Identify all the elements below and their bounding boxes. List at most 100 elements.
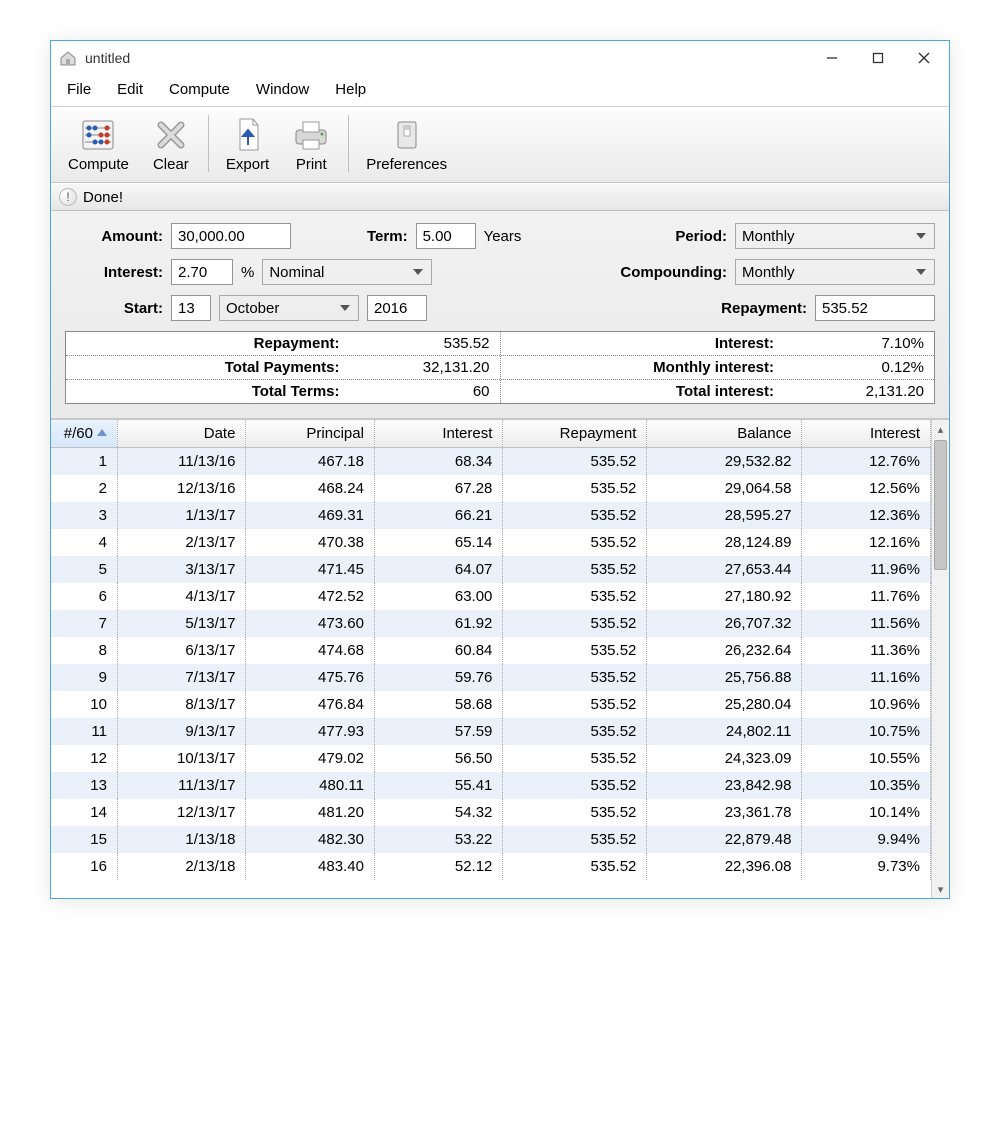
table-row[interactable]: 1210/13/17479.0256.50535.5224,323.0910.5…: [51, 745, 931, 772]
table-cell: 61.92: [374, 610, 502, 637]
summary-value: 60: [360, 383, 490, 400]
table-row[interactable]: 1311/13/17480.1155.41535.5223,842.9810.3…: [51, 772, 931, 799]
table-cell: 535.52: [503, 691, 647, 718]
table-cell: 52.12: [374, 853, 502, 880]
table-row[interactable]: 53/13/17471.4564.07535.5227,653.4411.96%: [51, 556, 931, 583]
table-cell: 473.60: [246, 610, 374, 637]
maximize-button[interactable]: [855, 43, 901, 73]
table-cell: 10.75%: [802, 718, 931, 745]
export-button[interactable]: Export: [215, 111, 280, 176]
toolbar-label: Print: [296, 156, 327, 173]
compounding-select[interactable]: Monthly: [735, 259, 935, 285]
scrollbar[interactable]: ▴ ▾: [931, 420, 949, 898]
column-header[interactable]: Principal: [246, 420, 374, 448]
menu-file[interactable]: File: [57, 79, 101, 100]
start-year-input[interactable]: [367, 295, 427, 321]
table-cell: 29,064.58: [647, 475, 802, 502]
summary-value: 7.10%: [794, 335, 924, 352]
scroll-thumb[interactable]: [934, 440, 947, 570]
table-cell: 9.73%: [802, 853, 931, 880]
table-cell: 10.96%: [802, 691, 931, 718]
table-row[interactable]: 86/13/17474.6860.84535.5226,232.6411.36%: [51, 637, 931, 664]
column-header[interactable]: Balance: [647, 420, 802, 448]
menu-window[interactable]: Window: [246, 79, 319, 100]
toolbar-label: Export: [226, 156, 269, 173]
table-row[interactable]: 162/13/18483.4052.12535.5222,396.089.73%: [51, 853, 931, 880]
table-cell: 11: [51, 718, 117, 745]
summary-key: Repayment:: [76, 335, 360, 352]
table-row[interactable]: 31/13/17469.3166.21535.5228,595.2712.36%: [51, 502, 931, 529]
table-cell: 59.76: [374, 664, 502, 691]
table-row[interactable]: 151/13/18482.3053.22535.5222,879.489.94%: [51, 826, 931, 853]
preferences-button[interactable]: Preferences: [355, 111, 458, 176]
table-cell: 25,756.88: [647, 664, 802, 691]
table-cell: 67.28: [374, 475, 502, 502]
window-title: untitled: [85, 50, 809, 66]
table-row[interactable]: 212/13/16468.2467.28535.5229,064.5812.56…: [51, 475, 931, 502]
interest-label: Interest:: [65, 264, 163, 281]
table-cell: 10/13/17: [117, 745, 245, 772]
table-cell: 469.31: [246, 502, 374, 529]
app-icon: [59, 49, 77, 67]
scroll-down-icon[interactable]: ▾: [932, 880, 949, 898]
interest-input[interactable]: [171, 259, 233, 285]
menu-edit[interactable]: Edit: [107, 79, 153, 100]
table-cell: 53.22: [374, 826, 502, 853]
table-row[interactable]: 108/13/17476.8458.68535.5225,280.0410.96…: [51, 691, 931, 718]
table-cell: 2/13/18: [117, 853, 245, 880]
table-cell: 11.36%: [802, 637, 931, 664]
table-cell: 10: [51, 691, 117, 718]
menubar: File Edit Compute Window Help: [51, 75, 949, 106]
column-header[interactable]: Interest: [802, 420, 931, 448]
switch-icon: [387, 116, 427, 154]
table-cell: 2: [51, 475, 117, 502]
table-row[interactable]: 64/13/17472.5263.00535.5227,180.9211.76%: [51, 583, 931, 610]
table-cell: 6/13/17: [117, 637, 245, 664]
interest-type-select[interactable]: Nominal: [262, 259, 432, 285]
table-row[interactable]: 119/13/17477.9357.59535.5224,802.1110.75…: [51, 718, 931, 745]
amount-input[interactable]: [171, 223, 291, 249]
column-header[interactable]: Interest: [374, 420, 502, 448]
compute-button[interactable]: Compute: [57, 111, 140, 176]
table-cell: 535.52: [503, 637, 647, 664]
minimize-button[interactable]: [809, 43, 855, 73]
table-cell: 4/13/17: [117, 583, 245, 610]
table-cell: 475.76: [246, 664, 374, 691]
menu-help[interactable]: Help: [325, 79, 376, 100]
print-button[interactable]: Print: [280, 111, 342, 176]
toolbar-label: Compute: [68, 156, 129, 173]
clear-button[interactable]: Clear: [140, 111, 202, 176]
table-row[interactable]: 75/13/17473.6061.92535.5226,707.3211.56%: [51, 610, 931, 637]
export-icon: [228, 116, 268, 154]
column-header[interactable]: Repayment: [503, 420, 647, 448]
table-row[interactable]: 97/13/17475.7659.76535.5225,756.8811.16%: [51, 664, 931, 691]
term-label: Term:: [367, 228, 408, 245]
table-row[interactable]: 1412/13/17481.2054.32535.5223,361.7810.1…: [51, 799, 931, 826]
schedule-scroll: #/60DatePrincipalInterestRepaymentBalanc…: [51, 420, 931, 898]
start-day-input[interactable]: [171, 295, 211, 321]
table-cell: 12/13/17: [117, 799, 245, 826]
start-month-select[interactable]: October: [219, 295, 359, 321]
period-label: Period:: [675, 228, 727, 245]
column-header[interactable]: Date: [117, 420, 245, 448]
table-cell: 467.18: [246, 448, 374, 475]
term-input[interactable]: [416, 223, 476, 249]
scroll-up-icon[interactable]: ▴: [932, 420, 949, 438]
table-cell: 12.36%: [802, 502, 931, 529]
table-cell: 68.34: [374, 448, 502, 475]
table-cell: 26,707.32: [647, 610, 802, 637]
column-header[interactable]: #/60: [51, 420, 117, 448]
period-select[interactable]: Monthly: [735, 223, 935, 249]
schedule-panel: #/60DatePrincipalInterestRepaymentBalanc…: [51, 419, 949, 898]
table-cell: 29,532.82: [647, 448, 802, 475]
table-cell: 23,842.98: [647, 772, 802, 799]
menu-compute[interactable]: Compute: [159, 79, 240, 100]
table-cell: 12/13/16: [117, 475, 245, 502]
close-button[interactable]: [901, 43, 947, 73]
repayment-input[interactable]: [815, 295, 935, 321]
table-cell: 535.52: [503, 826, 647, 853]
table-cell: 7: [51, 610, 117, 637]
table-cell: 12.56%: [802, 475, 931, 502]
table-row[interactable]: 111/13/16467.1868.34535.5229,532.8212.76…: [51, 448, 931, 475]
table-row[interactable]: 42/13/17470.3865.14535.5228,124.8912.16%: [51, 529, 931, 556]
